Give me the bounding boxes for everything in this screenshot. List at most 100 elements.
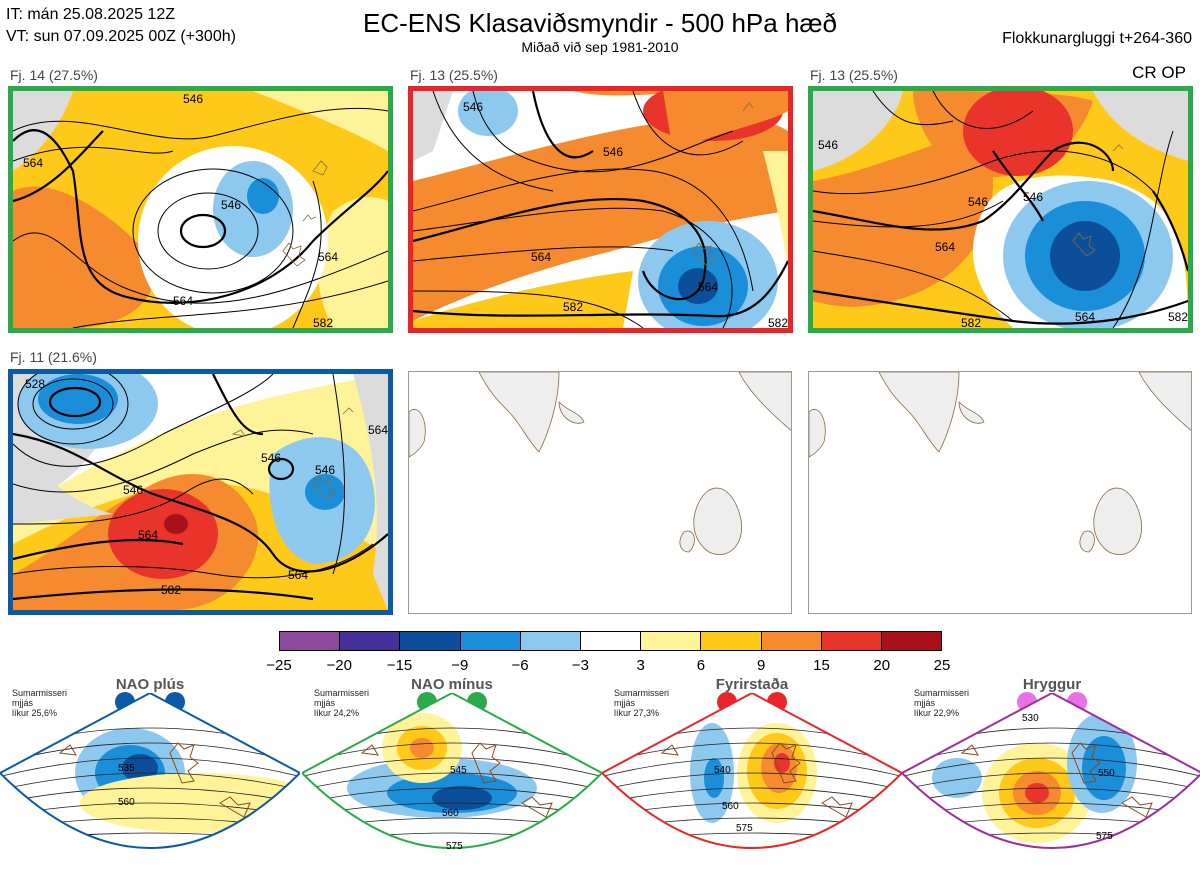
contour-label: 546 xyxy=(221,198,241,212)
height-contour xyxy=(602,772,902,793)
contour-label: 564 xyxy=(173,294,193,308)
valid-time: VT: sun 07.09.2025 00Z (+300h) xyxy=(6,28,236,45)
colorbar-tick-label: −15 xyxy=(386,657,413,674)
contour-label: 582 xyxy=(1168,310,1188,324)
contour-label: 564 xyxy=(138,528,158,542)
anomaly-area xyxy=(704,758,724,798)
anomaly-area xyxy=(410,738,434,758)
cluster-map-1: 546 546 564 564 564 582 xyxy=(8,86,393,333)
anomaly-area xyxy=(122,754,158,782)
regime-border xyxy=(302,693,602,849)
init-time: IT: mán 25.08.2025 12Z xyxy=(6,6,175,23)
contour-label: 582 xyxy=(161,583,181,597)
contour-label: 564 xyxy=(531,250,551,264)
colorbar-tick-label: −6 xyxy=(511,657,529,674)
cluster-map-3: 546 546 546 564 564 582 582 xyxy=(808,86,1193,333)
height-contour xyxy=(0,787,300,806)
regime-info-season: Sumarmisseri xyxy=(914,688,970,698)
contour-label: 546 xyxy=(1023,190,1043,204)
regime-info-season: Sumarmisseri xyxy=(12,688,68,698)
regime-info: Sumarmisseri mjjás líkur 22,9% xyxy=(914,688,969,718)
regime-border xyxy=(902,693,1200,849)
contour-label: 575 xyxy=(1096,831,1113,842)
classification-window: Flokkunargluggi t+264-360 xyxy=(1002,30,1192,47)
contour-label: 582 xyxy=(768,316,788,328)
regime-info: Sumarmisseri mjjás líkur 24,2% xyxy=(314,688,369,718)
regime-info: Sumarmisseri mjjás líkur 27,3% xyxy=(614,688,669,718)
colorbar-tick-label: 9 xyxy=(757,657,766,674)
cr-op-label: CR OP xyxy=(1132,63,1186,82)
cluster-map-4: 528 546 546 546 564 564 564 582 xyxy=(8,369,393,615)
height-contour xyxy=(0,757,300,780)
regime-title: NAO plús xyxy=(115,676,185,693)
contour-label: 546 xyxy=(968,195,988,209)
contour-label: 546 xyxy=(463,100,483,114)
colorbar-cell xyxy=(579,632,641,650)
height-contour xyxy=(302,772,602,793)
regime-title: NAO mínus xyxy=(411,676,493,693)
contour-label: 530 xyxy=(1022,713,1039,724)
height-contour xyxy=(302,757,602,780)
regime-info: Sumarmisseri mjjás líkur 25,6% xyxy=(12,688,67,718)
height-contour xyxy=(902,757,1200,780)
panel-1-label: Fj. 14 (27.5%) xyxy=(10,67,98,83)
colorbar-tick-label: 20 xyxy=(873,657,891,674)
contour-label: 546 xyxy=(603,145,623,159)
height-contour xyxy=(0,772,300,793)
contour-label: 575 xyxy=(446,841,463,852)
colorbar-tick-label: −3 xyxy=(571,657,589,674)
contour-label: 564 xyxy=(698,280,718,294)
colorbar-cell xyxy=(280,632,340,650)
height-contour xyxy=(0,847,300,848)
coastline xyxy=(58,742,251,818)
colorbar-tick-label: −20 xyxy=(326,657,352,674)
colorbar-tick-label: 6 xyxy=(696,657,706,674)
contour-label: 560 xyxy=(722,801,739,812)
contour-label: 540 xyxy=(714,765,731,776)
regime-info-prob: líkur 22,9% xyxy=(914,708,960,718)
contour-label: 528 xyxy=(25,377,45,391)
contour-label: 564 xyxy=(368,423,388,437)
regime-map: 535 560 xyxy=(0,693,300,849)
regime-map: 530 550 575 xyxy=(902,693,1200,860)
regime-info-smooth: mjjás xyxy=(614,698,636,708)
height-contour xyxy=(602,787,902,806)
colorbar-cell xyxy=(339,632,400,650)
contour-label: 550 xyxy=(1098,768,1115,779)
regime-border xyxy=(602,693,902,849)
contour-label: 582 xyxy=(961,316,981,328)
contour-label: 564 xyxy=(1075,310,1095,324)
colorbar-tick-label: −9 xyxy=(451,657,469,674)
regime-info-prob: líkur 25,6% xyxy=(12,708,58,718)
panel-3-label: Fj. 13 (25.5%) xyxy=(810,67,898,83)
contour-label: 560 xyxy=(118,797,135,808)
anomaly-area xyxy=(1082,736,1126,800)
panel-4-label: Fj. 11 (21.6%) xyxy=(10,349,97,365)
anomaly-area xyxy=(1025,783,1049,803)
contour-label: 575 xyxy=(736,823,753,834)
colorbar-tick-label: −25 xyxy=(266,657,292,674)
contour-label: 545 xyxy=(450,765,467,776)
colorbar-cell xyxy=(399,632,460,650)
contour-label: 564 xyxy=(935,240,955,254)
regime-info-smooth: mjjás xyxy=(12,698,34,708)
regime-info-season: Sumarmisseri xyxy=(314,688,370,698)
regime-info-season: Sumarmisseri xyxy=(614,688,670,698)
colorbar-cell xyxy=(640,632,701,650)
regime-info-smooth: mjjás xyxy=(314,698,336,708)
contour-label: 564 xyxy=(23,156,43,170)
regime-map: 540 560 575 xyxy=(602,693,902,849)
anomaly-area xyxy=(932,758,982,798)
height-contour xyxy=(302,787,602,806)
contour-label: 582 xyxy=(563,300,583,314)
height-contour xyxy=(902,787,1200,806)
height-contour xyxy=(602,757,902,780)
regime-border xyxy=(0,693,300,849)
anomaly-area xyxy=(1017,850,1047,860)
colorbar-cell xyxy=(459,632,520,650)
panel-2-label: Fj. 13 (25.5%) xyxy=(410,67,498,83)
contour-label: 582 xyxy=(313,316,333,328)
page-subtitle: Miðað við sep 1981-2010 xyxy=(521,39,679,55)
coastline xyxy=(960,742,1153,818)
height-contour xyxy=(902,772,1200,793)
